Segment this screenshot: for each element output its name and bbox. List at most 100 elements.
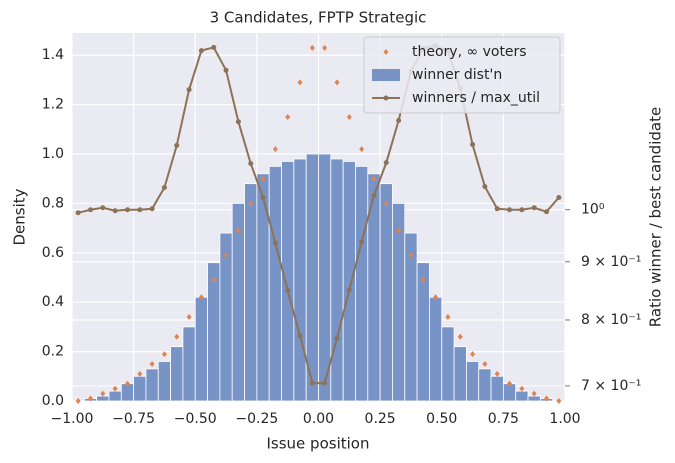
bar	[515, 390, 529, 402]
x-tick-label: −0.50	[174, 411, 217, 427]
y-tick-label: 1.0	[42, 146, 64, 162]
line-point	[346, 287, 352, 293]
line-point	[211, 44, 217, 50]
point	[149, 360, 155, 367]
bar	[379, 183, 393, 402]
legend-key	[383, 49, 389, 55]
point	[396, 227, 402, 234]
point	[285, 113, 291, 120]
point	[346, 113, 352, 120]
line-point	[174, 142, 180, 148]
x-tick-label: −1.00	[51, 411, 94, 427]
y-axis-label: Density	[11, 188, 29, 245]
y2-tick-label: 10⁰	[581, 202, 605, 218]
bar	[441, 326, 455, 402]
x-tick-label: 1.00	[549, 411, 580, 427]
bar	[268, 165, 282, 402]
line-point	[272, 240, 278, 246]
line-point	[161, 185, 167, 191]
line-point	[186, 87, 192, 93]
line-point	[334, 335, 340, 341]
point	[272, 146, 278, 153]
line-point	[383, 160, 389, 166]
line-point	[507, 207, 513, 213]
bar	[367, 173, 381, 402]
legend-label: winners / max_util	[412, 90, 540, 106]
point	[531, 390, 537, 397]
y-tick-label: 0.0	[42, 393, 64, 409]
point	[235, 227, 241, 234]
line-point	[494, 206, 500, 212]
point	[248, 200, 254, 207]
bar	[465, 361, 480, 402]
line-point	[482, 184, 488, 190]
point	[112, 385, 118, 392]
y-tick-label: 0.6	[42, 245, 64, 261]
x-tick-label: −0.25	[235, 411, 278, 427]
point	[161, 351, 167, 358]
bar	[244, 183, 258, 402]
point	[100, 390, 106, 397]
bar	[293, 158, 307, 402]
point	[556, 398, 562, 404]
line-point	[137, 207, 143, 213]
y2-tick-label: 8 × 10⁻¹	[581, 312, 641, 328]
bar	[108, 390, 122, 402]
point	[186, 314, 192, 321]
legend-key	[383, 95, 389, 101]
bar	[416, 262, 430, 402]
bar	[478, 368, 492, 402]
point	[408, 252, 414, 259]
point	[494, 370, 500, 377]
point	[334, 79, 340, 86]
bar	[170, 346, 184, 402]
point	[507, 380, 513, 387]
bar	[342, 161, 356, 402]
line-point	[112, 208, 118, 214]
point	[544, 395, 550, 402]
line-point	[396, 117, 402, 123]
line-point	[309, 380, 315, 386]
legend-key	[372, 69, 400, 81]
line-point	[371, 193, 377, 199]
line-point	[100, 205, 106, 211]
x-tick-label: 0.25	[365, 411, 396, 427]
point	[223, 252, 229, 259]
x-axis-label: Issue position	[267, 435, 370, 453]
point	[359, 146, 365, 153]
line-point	[75, 210, 81, 216]
point	[137, 370, 143, 377]
bar	[256, 173, 270, 402]
y-tick-label: 0.8	[42, 195, 64, 211]
bar	[194, 296, 208, 402]
bar	[281, 161, 295, 402]
point	[87, 395, 93, 402]
x-tick-label: −0.75	[112, 411, 155, 427]
point	[124, 380, 130, 387]
point	[174, 333, 180, 340]
bar	[330, 158, 344, 402]
point	[420, 276, 426, 283]
point	[297, 79, 303, 86]
legend-box	[363, 36, 561, 114]
line-point	[285, 288, 291, 294]
y2-tick-label: 9 × 10⁻¹	[581, 254, 641, 270]
line-point	[198, 48, 204, 54]
line-point	[556, 195, 562, 201]
y-tick-label: 1.2	[42, 97, 64, 113]
legend-label: winner dist'n	[412, 67, 502, 83]
line-point	[544, 209, 550, 215]
x-tick-label: 0.75	[488, 411, 519, 427]
point	[309, 44, 315, 51]
point	[519, 385, 525, 392]
bar	[133, 375, 147, 402]
line-point	[322, 380, 328, 386]
bar	[527, 395, 541, 402]
point	[433, 294, 439, 301]
point	[75, 398, 81, 404]
y2-tick-label: 7 × 10⁻¹	[581, 378, 641, 394]
line-point	[223, 67, 229, 73]
point	[371, 175, 377, 182]
point	[260, 175, 266, 182]
